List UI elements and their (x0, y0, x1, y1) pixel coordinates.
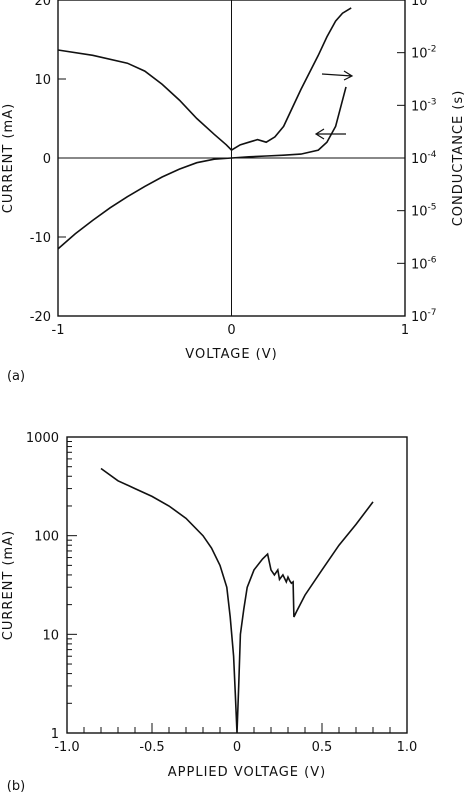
y2-tick-label: 10-3 (411, 97, 437, 114)
y-axis-title: CURRENT (mA) (1, 103, 16, 213)
y-tick-label: 0 (43, 152, 51, 167)
y-tick-label: 100 (34, 530, 59, 545)
x-axis-title: APPLIED VOLTAGE (V) (168, 765, 326, 780)
panel-label-b: (b) (7, 779, 25, 794)
x-tick-label: -1 (52, 323, 65, 338)
y2-tick-label: 10-4 (411, 150, 437, 167)
y-axis-title: CURRENT (mA) (1, 530, 16, 640)
y-tick-label: 10 (42, 628, 59, 643)
current-curve (57, 86, 347, 250)
y-tick-label: 1 (51, 727, 59, 742)
panel-a: -20-100102010-710-610-510-410-310-210-1-… (1, 0, 466, 384)
conductance-curve (57, 7, 352, 152)
x-tick-label: 1.0 (397, 740, 418, 755)
y2-tick-label: 10-7 (411, 308, 437, 325)
y2-tick-label: 10-6 (411, 255, 437, 272)
y2-tick-label: 10-1 (411, 0, 437, 9)
x-tick-label: -1.0 (54, 740, 79, 755)
y2-tick-label: 10-5 (411, 203, 437, 220)
y-tick-label: -10 (30, 231, 51, 246)
x-axis-title: VOLTAGE (V) (185, 347, 277, 362)
arrow-left-icon (314, 128, 346, 140)
x-tick-label: 0 (227, 323, 235, 338)
current-curve (100, 467, 374, 734)
x-tick-label: 1 (401, 323, 409, 338)
y-tick-label: 1000 (26, 431, 59, 446)
x-tick-label: 0 (233, 740, 241, 755)
arrow-right-icon (321, 70, 354, 81)
y-tick-label: 10 (34, 73, 51, 88)
y-tick-label: 20 (34, 0, 51, 9)
x-tick-label: 0.5 (312, 740, 333, 755)
panel-b: 1 10 100 1000 -1.0 -0.5 0 0.5 1.0 APPLIED VOLTAGE… (1, 431, 417, 794)
y-tick-label: -20 (30, 310, 51, 325)
panel-label-a: (a) (7, 369, 25, 384)
x-tick-label: -0.5 (139, 740, 164, 755)
y2-tick-label: 10-2 (411, 45, 437, 62)
y2-axis-title: CONDUCTANCE (s) (451, 90, 466, 227)
